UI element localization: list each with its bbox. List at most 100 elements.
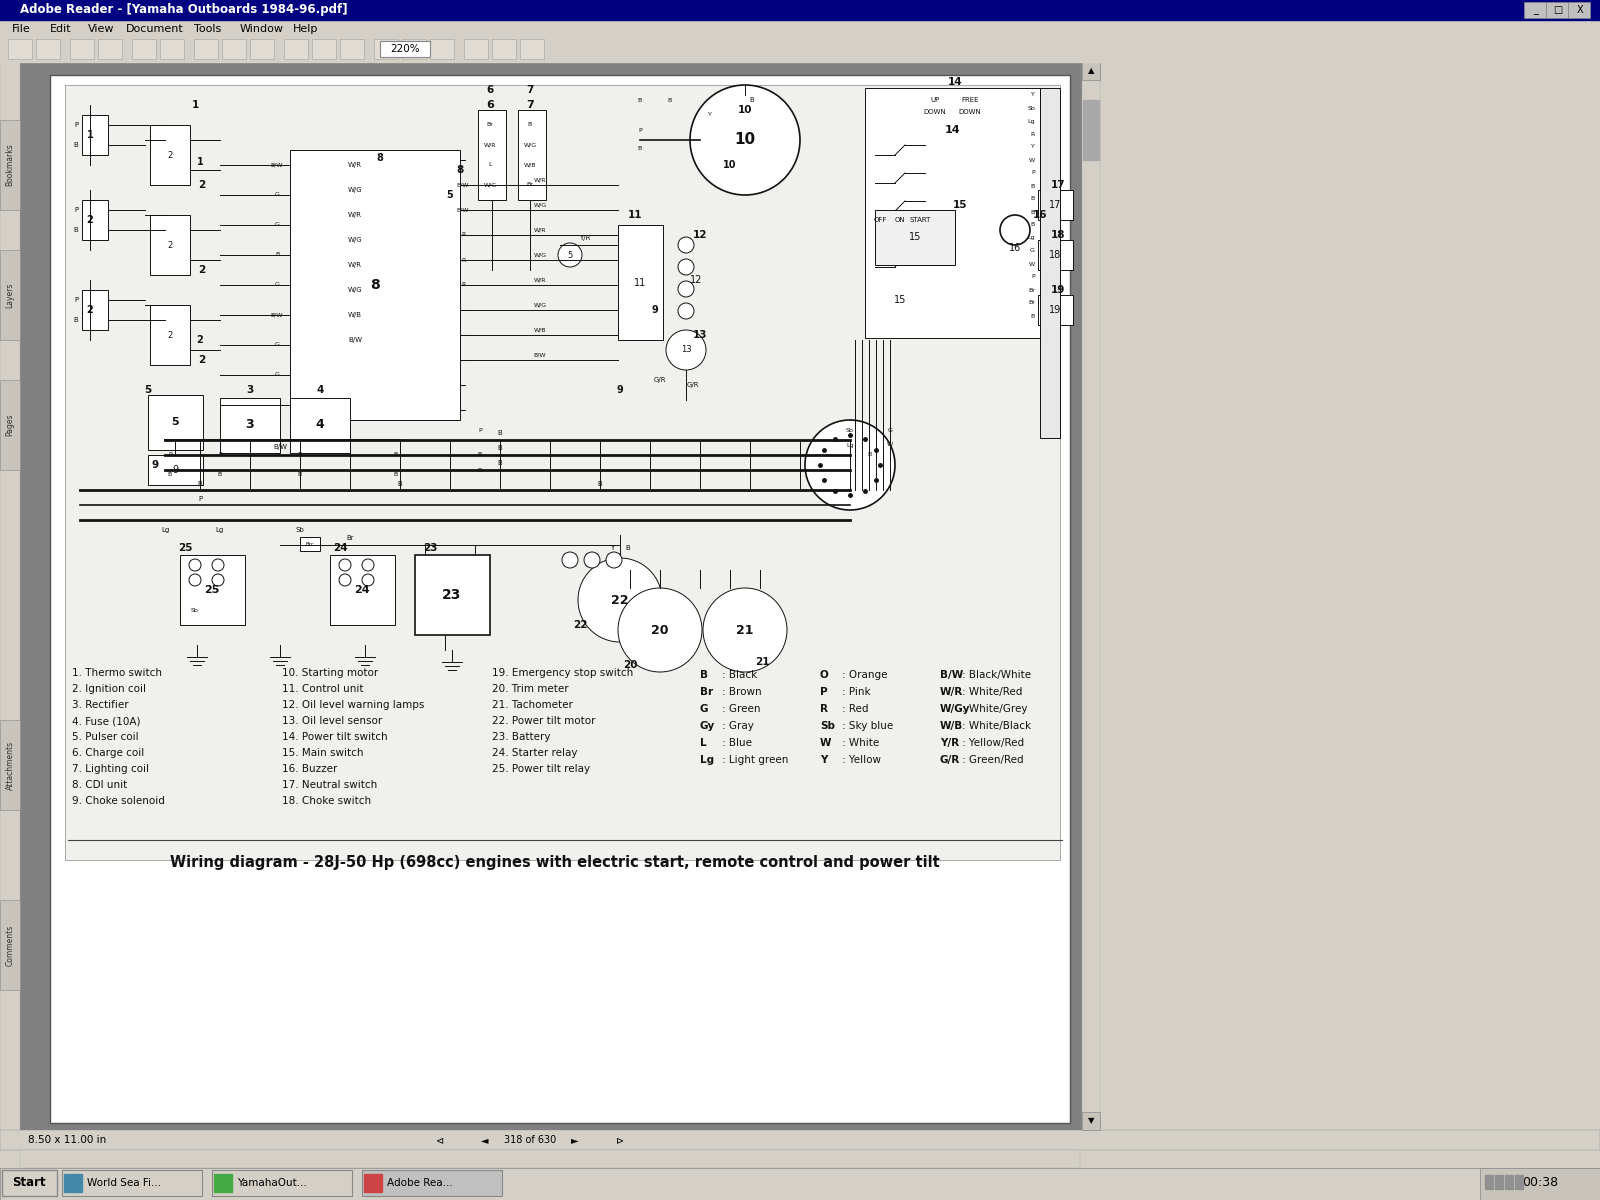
Text: 2: 2 xyxy=(86,215,93,226)
Text: B: B xyxy=(168,473,173,478)
Text: 14: 14 xyxy=(947,77,962,86)
Text: W/R: W/R xyxy=(941,686,963,697)
Text: 8: 8 xyxy=(376,152,384,163)
Text: B: B xyxy=(528,122,533,127)
Text: 16: 16 xyxy=(1010,242,1021,253)
Bar xyxy=(214,1174,232,1192)
Text: 8: 8 xyxy=(456,164,464,175)
Circle shape xyxy=(666,330,706,370)
Text: : White/Grey: : White/Grey xyxy=(962,704,1027,714)
Text: G: G xyxy=(275,282,280,288)
Bar xyxy=(0,20,1600,38)
Text: B: B xyxy=(626,545,630,551)
Text: 25: 25 xyxy=(205,584,219,595)
Text: : White/Black: : White/Black xyxy=(962,721,1030,731)
Text: B: B xyxy=(867,452,872,457)
Text: B: B xyxy=(275,252,278,258)
Text: 15. Main switch: 15. Main switch xyxy=(282,748,363,758)
Text: Br: Br xyxy=(1029,300,1035,306)
Text: 9: 9 xyxy=(152,460,158,470)
Text: B/W: B/W xyxy=(270,162,283,168)
Text: 14. Power tilt switch: 14. Power tilt switch xyxy=(282,732,387,742)
Text: 18. Choke switch: 18. Choke switch xyxy=(282,796,371,806)
Text: G: G xyxy=(701,704,709,714)
Text: 13. Oil level sensor: 13. Oil level sensor xyxy=(282,716,382,726)
Bar xyxy=(0,720,19,810)
Text: R: R xyxy=(461,233,466,238)
Text: Sb: Sb xyxy=(846,427,854,432)
Text: G/R: G/R xyxy=(654,377,666,383)
Text: B: B xyxy=(478,468,482,473)
Text: 6: 6 xyxy=(486,100,494,110)
Text: G/R: G/R xyxy=(941,755,960,766)
Bar xyxy=(312,38,336,59)
Text: 15: 15 xyxy=(909,232,922,242)
Text: L: L xyxy=(488,162,491,168)
Circle shape xyxy=(1000,215,1030,245)
Text: P: P xyxy=(478,427,482,432)
Bar xyxy=(1082,62,1101,1130)
Text: 7: 7 xyxy=(526,100,534,110)
Bar xyxy=(0,250,19,340)
Bar xyxy=(1038,295,1074,325)
Text: B: B xyxy=(478,452,482,457)
Text: W/G: W/G xyxy=(533,302,547,307)
Text: 10. Starting motor: 10. Starting motor xyxy=(282,668,378,678)
Bar xyxy=(402,38,426,59)
Text: Window: Window xyxy=(240,24,283,34)
Bar xyxy=(301,538,320,551)
Text: 1: 1 xyxy=(86,130,93,140)
Text: Br: Br xyxy=(526,182,533,187)
Text: B/W: B/W xyxy=(534,353,546,358)
Text: P: P xyxy=(74,122,78,128)
Text: W/B: W/B xyxy=(349,312,362,318)
Text: W/G: W/G xyxy=(533,203,547,208)
Bar xyxy=(1082,62,1101,80)
Bar xyxy=(50,74,1070,1123)
Circle shape xyxy=(606,552,622,568)
Text: 2: 2 xyxy=(197,335,203,346)
Text: 9: 9 xyxy=(616,385,624,395)
Text: 11: 11 xyxy=(627,210,642,220)
Text: B: B xyxy=(1030,313,1035,318)
Bar xyxy=(19,1150,1080,1168)
Text: 17: 17 xyxy=(1050,200,1061,210)
Circle shape xyxy=(562,552,578,568)
Bar xyxy=(1480,1168,1600,1200)
Text: W/R: W/R xyxy=(534,228,546,233)
Text: 24: 24 xyxy=(354,584,370,595)
Bar xyxy=(1040,88,1059,438)
Text: P: P xyxy=(1032,275,1035,280)
Text: : White/Red: : White/Red xyxy=(962,686,1022,697)
Text: 6. Charge coil: 6. Charge coil xyxy=(72,748,144,758)
Bar xyxy=(1523,2,1546,18)
Text: 18: 18 xyxy=(1051,230,1066,240)
Text: 10: 10 xyxy=(734,132,755,148)
Text: 23: 23 xyxy=(422,542,437,553)
Bar xyxy=(19,62,1082,1130)
Text: 17: 17 xyxy=(1051,180,1066,190)
Text: 24. Starter relay: 24. Starter relay xyxy=(493,748,578,758)
Text: 2: 2 xyxy=(198,355,206,365)
Text: P: P xyxy=(198,496,202,502)
Text: 3: 3 xyxy=(246,385,254,395)
Text: B: B xyxy=(218,473,222,478)
Text: ⊲: ⊲ xyxy=(435,1135,445,1145)
Text: 15: 15 xyxy=(952,200,968,210)
Bar xyxy=(147,455,203,485)
Text: W: W xyxy=(1029,262,1035,266)
Bar xyxy=(0,1130,1600,1150)
Text: : Red: : Red xyxy=(842,704,869,714)
Bar xyxy=(1485,1175,1493,1189)
Bar xyxy=(1038,240,1074,270)
Bar xyxy=(414,554,490,635)
Text: P: P xyxy=(218,452,222,457)
Text: ►: ► xyxy=(571,1135,579,1145)
Bar xyxy=(1506,1175,1514,1189)
Text: 5: 5 xyxy=(446,190,453,200)
Text: Start: Start xyxy=(13,1176,46,1189)
Bar xyxy=(70,38,94,59)
Text: 3: 3 xyxy=(246,419,254,432)
Bar xyxy=(493,38,515,59)
Text: 20. Trim meter: 20. Trim meter xyxy=(493,684,568,694)
